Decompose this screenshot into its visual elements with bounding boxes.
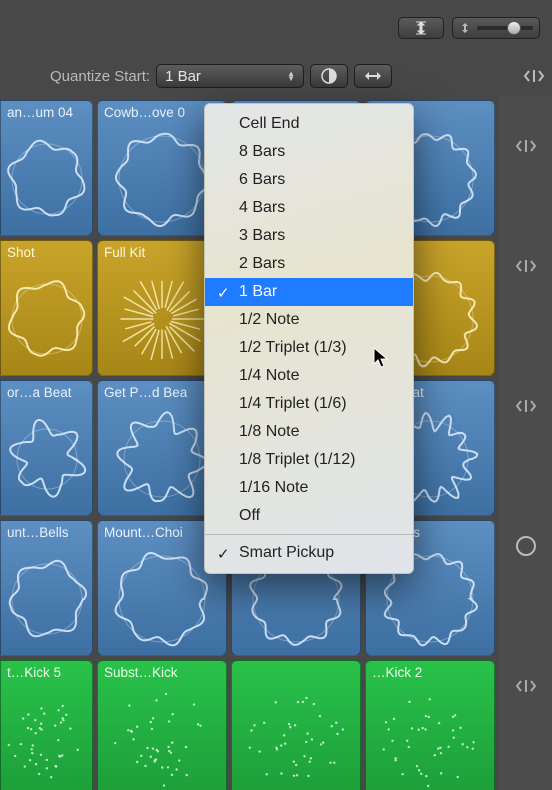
quantize-label: Quantize Start: xyxy=(50,68,150,85)
dropdown-item-label: Cell End xyxy=(239,115,299,132)
dropdown-item[interactable]: ✓ 1 Bar xyxy=(205,278,413,306)
cell-title: Get P…d Bea xyxy=(104,385,220,400)
cell-title: Full Kit xyxy=(104,245,220,260)
dropdown-item[interactable]: Off xyxy=(205,502,413,530)
grid-cell[interactable]: or…a Beat xyxy=(0,380,93,516)
zoom-slider[interactable] xyxy=(452,17,540,39)
dropdown-item-label: 1/8 Note xyxy=(239,423,299,440)
dropdown-item[interactable]: 1/4 Note xyxy=(205,362,413,390)
dropdown-item[interactable]: 1/2 Note xyxy=(205,306,413,334)
updown-icon: ▲▼ xyxy=(287,71,295,81)
dropdown-item-label: 8 Bars xyxy=(239,143,285,160)
cell-title: Subst…Kick xyxy=(104,665,220,680)
flip-button[interactable] xyxy=(354,64,392,88)
check-icon: ✓ xyxy=(217,545,230,563)
quantize-select-value: 1 Bar xyxy=(165,68,201,85)
phase-button[interactable] xyxy=(310,64,348,88)
split-icon xyxy=(516,678,536,694)
cell-title: t…Kick 5 xyxy=(7,665,86,680)
dropdown-item[interactable]: 1/8 Triplet (1/12) xyxy=(205,446,413,474)
grid-cell[interactable] xyxy=(231,660,361,790)
cell-title: or…a Beat xyxy=(7,385,86,400)
dropdown-item-label: Smart Pickup xyxy=(239,544,334,561)
side-split-icon[interactable] xyxy=(516,96,536,196)
dropdown-item-label: 1/2 Note xyxy=(239,311,299,328)
dropdown-item[interactable]: 2 Bars xyxy=(205,250,413,278)
dropdown-item[interactable]: 1/2 Triplet (1/3) xyxy=(205,334,413,362)
quantize-select[interactable]: 1 Bar ▲▼ xyxy=(156,64,304,88)
cell-title: …Kick 2 xyxy=(372,665,488,680)
zoom-slider-knob[interactable] xyxy=(507,21,521,35)
dropdown-item[interactable]: 4 Bars xyxy=(205,194,413,222)
dropdown-item-label: Off xyxy=(239,507,260,524)
dropdown-item[interactable]: 1/8 Note xyxy=(205,418,413,446)
dropdown-item-label: 1/2 Triplet (1/3) xyxy=(239,339,347,356)
dropdown-item-label: 1 Bar xyxy=(239,283,277,300)
split-icon xyxy=(516,398,536,414)
side-split-icon[interactable] xyxy=(516,196,536,336)
expand-vert-button[interactable] xyxy=(398,17,444,39)
dropdown-item[interactable]: 3 Bars xyxy=(205,222,413,250)
dropdown-item[interactable]: Cell End xyxy=(205,110,413,138)
circle-icon xyxy=(516,536,536,556)
check-icon: ✓ xyxy=(217,284,230,302)
side-icon-top[interactable] xyxy=(524,68,544,84)
grid-cell[interactable]: an…um 04 xyxy=(0,100,93,236)
cell-title: Mount…Choi xyxy=(104,525,220,540)
grid-cell[interactable]: Subst…Kick xyxy=(97,660,227,790)
grid-cell[interactable]: t…Kick 5 xyxy=(0,660,93,790)
dropdown-item[interactable]: 1/4 Triplet (1/6) xyxy=(205,390,413,418)
dropdown-item-label: 2 Bars xyxy=(239,255,285,272)
side-split-icon[interactable] xyxy=(516,336,536,476)
dropdown-item-label: 1/16 Note xyxy=(239,479,308,496)
dropdown-item-label: 1/8 Triplet (1/12) xyxy=(239,451,356,468)
side-record-indicator xyxy=(516,476,536,616)
grid-cell[interactable]: Shot xyxy=(0,240,93,376)
dropdown-item-smart-pickup[interactable]: ✓ Smart Pickup xyxy=(205,539,413,567)
cell-title: unt…Bells xyxy=(7,525,86,540)
cell-title: Cowb…ove 0 xyxy=(104,105,220,120)
grid-cell[interactable]: …Kick 2 xyxy=(365,660,495,790)
dropdown-item-label: 3 Bars xyxy=(239,227,285,244)
dropdown-item-label: 6 Bars xyxy=(239,171,285,188)
side-split-icon[interactable] xyxy=(516,756,536,790)
dropdown-item-label: 1/4 Note xyxy=(239,367,299,384)
side-split-icon[interactable] xyxy=(516,616,536,756)
cell-title: Shot xyxy=(7,245,86,260)
quantize-dropdown[interactable]: Cell End 8 Bars 6 Bars 4 Bars 3 Bars 2 Bars ✓ 1… xyxy=(204,103,414,574)
dropdown-item-label: 1/4 Triplet (1/6) xyxy=(239,395,347,412)
cell-title: an…um 04 xyxy=(7,105,86,120)
dropdown-item-label: 4 Bars xyxy=(239,199,285,216)
dropdown-item[interactable]: 8 Bars xyxy=(205,138,413,166)
grid-cell[interactable]: unt…Bells xyxy=(0,520,93,656)
dropdown-item[interactable]: 6 Bars xyxy=(205,166,413,194)
dropdown-item[interactable]: 1/16 Note xyxy=(205,474,413,502)
split-icon xyxy=(516,138,536,154)
split-icon xyxy=(516,258,536,274)
